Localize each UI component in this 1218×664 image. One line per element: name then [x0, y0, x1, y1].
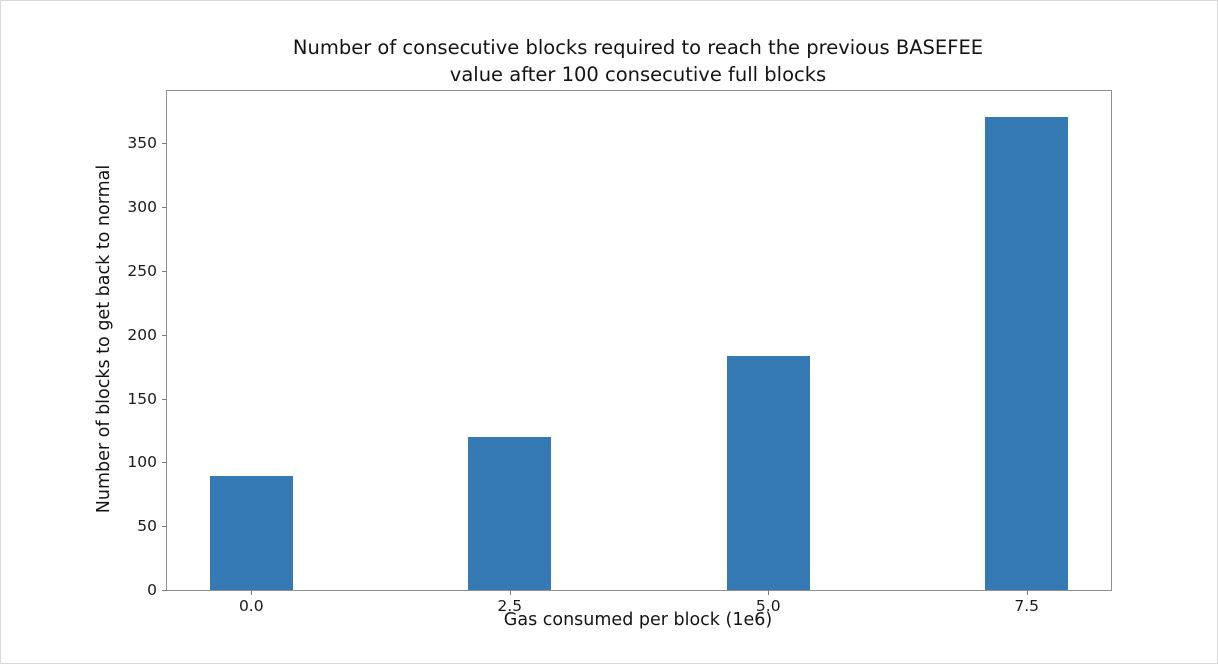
plot-area: 0 50 100 150 200 250 300 350 0.0 2.5 5.0 7.5	[127, 90, 1112, 615]
y-axis-label: Number of blocks to get back to normal	[94, 164, 114, 514]
y-axis-tick-label: 300	[127, 198, 157, 217]
y-axis-tick-mark	[162, 207, 167, 209]
y-axis-tick-label: 200	[127, 325, 157, 344]
x-axis-tick-label: 5.0	[755, 597, 781, 615]
x-axis-tick-mark	[251, 590, 253, 595]
y-axis-tick-label: 350	[127, 134, 157, 153]
y-axis-tick-label: 150	[127, 389, 157, 408]
bar	[985, 116, 1069, 590]
x-axis-tick-label: 0.0	[238, 597, 264, 615]
y-axis-tick-label: 100	[127, 453, 157, 472]
y-axis-tick-mark	[162, 590, 167, 591]
bar	[468, 436, 552, 590]
y-axis-tick-label: 50	[137, 517, 157, 536]
x-axis-tick-label: 2.5	[497, 597, 523, 615]
y-axis-tick-mark	[162, 462, 167, 464]
x-axis-tick-mark	[768, 590, 770, 595]
x-axis-tick-mark	[509, 590, 511, 595]
x-axis-tick-label: 7.5	[1014, 597, 1040, 615]
y-axis-tick-mark	[162, 143, 167, 145]
y-axis-tick-mark	[162, 398, 167, 400]
y-axis-tick-mark	[162, 334, 167, 336]
y-axis-tick-label: 250	[127, 261, 157, 280]
x-axis-label: Gas consumed per block (1e6)	[503, 610, 773, 630]
bar	[726, 356, 810, 590]
x-axis-tick-mark	[1026, 590, 1028, 595]
chart-title: Number of consecutive blocks required to…	[292, 36, 984, 86]
y-axis-tick-mark	[162, 526, 167, 528]
y-axis-tick-label: 0	[147, 581, 157, 599]
bar	[209, 476, 293, 590]
y-axis-tick-mark	[162, 270, 167, 272]
